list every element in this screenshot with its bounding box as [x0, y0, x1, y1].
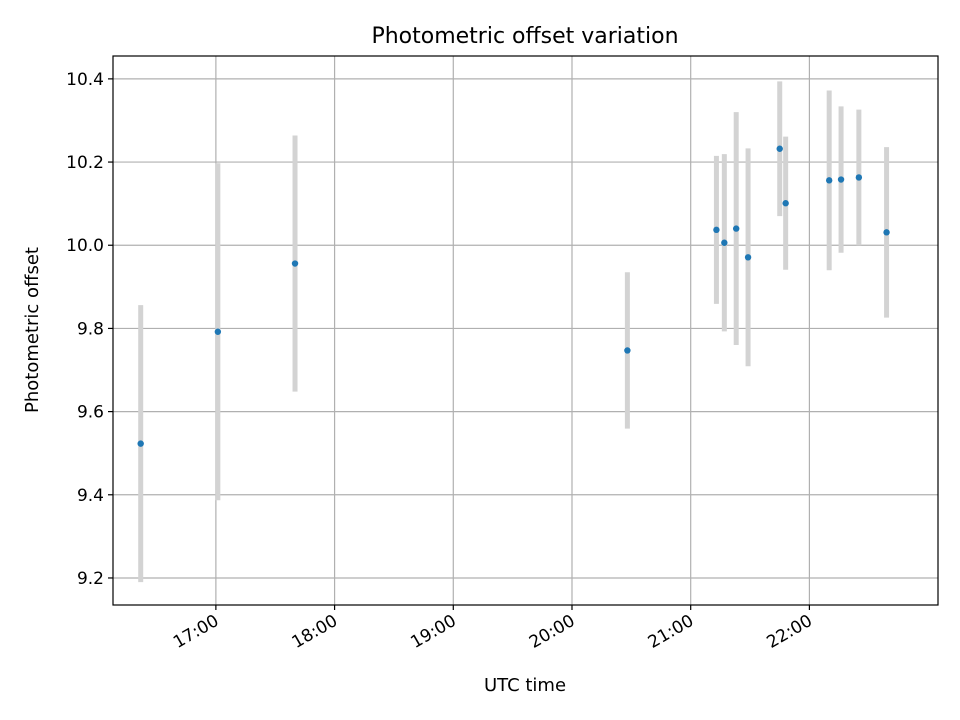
y-tick-label: 9.8 — [77, 319, 104, 339]
data-point — [837, 176, 845, 183]
plot-area-frame — [112, 55, 939, 606]
data-point — [733, 225, 740, 232]
data-point — [855, 174, 863, 181]
data-point — [291, 260, 299, 267]
x-axis-label: UTC time — [484, 675, 566, 696]
data-point — [214, 328, 222, 335]
data-point — [825, 177, 833, 184]
data-point — [776, 145, 783, 152]
data-point — [137, 440, 144, 447]
data-point — [624, 347, 631, 354]
y-axis-label: Photometric offset — [22, 247, 43, 413]
y-tick-label: 9.6 — [77, 403, 104, 423]
y-tick-label: 10.4 — [66, 70, 104, 90]
y-tick-label: 9.2 — [77, 569, 104, 589]
grid — [113, 56, 938, 605]
chart-title: Photometric offset variation — [371, 24, 678, 49]
data-points — [137, 145, 890, 447]
data-point — [713, 226, 720, 234]
data-point — [883, 229, 890, 236]
y-tick-label: 9.4 — [77, 486, 104, 506]
y-axis: 9.2 9.4 9.6 9.8 10.0 10.2 10.4 — [66, 70, 113, 589]
data-point — [721, 239, 728, 246]
data-point — [782, 200, 789, 207]
y-tick-label: 10.0 — [66, 236, 104, 256]
data-point — [744, 254, 752, 261]
y-tick-label: 10.2 — [66, 153, 104, 173]
